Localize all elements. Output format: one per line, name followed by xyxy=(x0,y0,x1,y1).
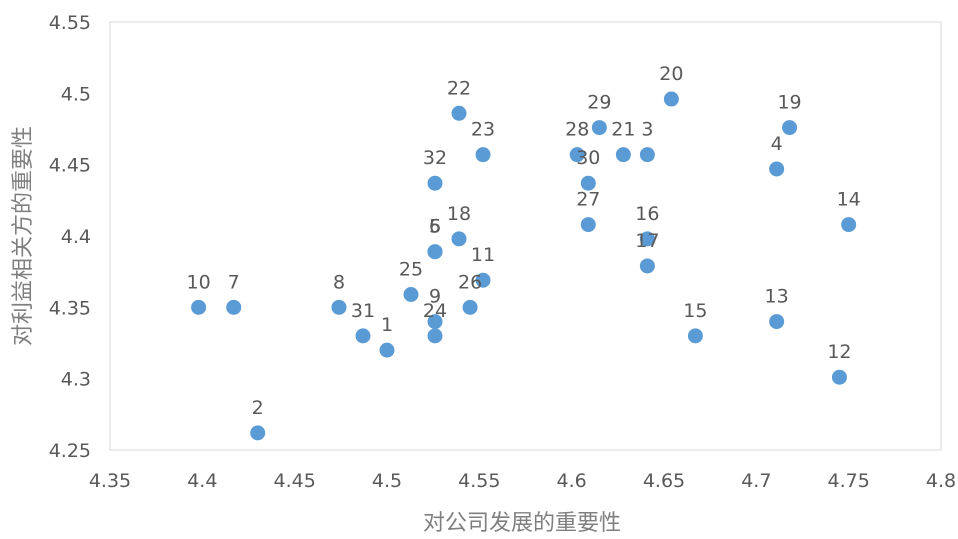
data-point-label: 30 xyxy=(576,147,600,169)
plot-area xyxy=(109,21,942,451)
data-point-label: 1 xyxy=(381,314,393,336)
data-point xyxy=(639,147,655,163)
data-point-label: 3 xyxy=(641,119,653,141)
data-point-label: 13 xyxy=(765,286,789,308)
data-point-label: 26 xyxy=(458,271,482,293)
y-axis-ticks: 4.25 4.3 4.35 4.4 4.45 4.5 4.55 xyxy=(49,12,91,462)
y-tick-label: 4.4 xyxy=(61,226,91,248)
data-point-label: 9 xyxy=(429,286,441,308)
data-point-label: 6 xyxy=(429,216,441,238)
data-point xyxy=(782,120,798,136)
data-point xyxy=(569,147,585,163)
data-point xyxy=(831,369,847,385)
y-tick-label: 4.45 xyxy=(49,155,91,177)
data-point xyxy=(427,328,443,344)
x-tick-label: 4.35 xyxy=(89,470,131,492)
data-point xyxy=(639,258,655,274)
data-point xyxy=(663,91,679,107)
data-point xyxy=(769,314,785,330)
y-tick-label: 4.25 xyxy=(49,440,91,462)
x-tick-label: 4.4 xyxy=(187,470,217,492)
data-point-label: 5 xyxy=(429,216,441,238)
data-point-label: 32 xyxy=(423,147,447,169)
y-tick-label: 4.35 xyxy=(49,297,91,319)
data-point-label: 11 xyxy=(471,244,495,266)
data-point-label: 7 xyxy=(228,271,240,293)
data-point xyxy=(475,272,491,288)
data-point xyxy=(615,147,631,163)
x-tick-label: 4.55 xyxy=(458,470,500,492)
data-point xyxy=(639,231,655,247)
data-point-label: 31 xyxy=(351,300,375,322)
data-point xyxy=(580,217,596,233)
data-point-label: 25 xyxy=(399,258,423,280)
data-point xyxy=(355,328,371,344)
data-point xyxy=(769,161,785,177)
data-point xyxy=(475,147,491,163)
data-point xyxy=(226,299,242,315)
y-tick-label: 4.55 xyxy=(49,12,91,34)
data-point xyxy=(462,299,478,315)
data-point xyxy=(191,299,207,315)
data-point xyxy=(379,342,395,358)
data-point xyxy=(250,425,266,441)
data-point-label: 29 xyxy=(587,92,611,114)
y-tick-label: 4.3 xyxy=(61,369,91,391)
data-points xyxy=(191,91,857,441)
data-point-label: 20 xyxy=(659,63,683,85)
x-axis-title: 对公司发展的重要性 xyxy=(423,511,621,536)
data-point-label: 18 xyxy=(447,203,471,225)
data-point-label: 16 xyxy=(635,203,659,225)
x-tick-label: 4.7 xyxy=(741,470,771,492)
data-point-label: 14 xyxy=(837,189,861,211)
x-tick-label: 4.65 xyxy=(643,470,685,492)
data-point xyxy=(591,120,607,136)
data-point-label: 21 xyxy=(611,119,635,141)
data-point xyxy=(427,175,443,191)
data-point-label: 17 xyxy=(635,230,659,252)
data-point-label: 22 xyxy=(447,77,471,99)
data-point-label: 19 xyxy=(777,92,801,114)
x-tick-label: 4.45 xyxy=(274,470,316,492)
data-point xyxy=(451,231,467,247)
data-point-label: 28 xyxy=(565,119,589,141)
data-point xyxy=(687,328,703,344)
data-point-label: 4 xyxy=(771,133,783,155)
x-tick-label: 4.6 xyxy=(557,470,587,492)
data-point xyxy=(427,314,443,330)
x-tick-label: 4.5 xyxy=(372,470,402,492)
data-point-label: 27 xyxy=(576,189,600,211)
data-point-label: 15 xyxy=(683,300,707,322)
x-tick-label: 4.75 xyxy=(828,470,870,492)
data-point xyxy=(841,217,857,233)
x-axis-ticks: 4.35 4.4 4.45 4.5 4.55 4.6 4.65 4.7 4.75 4.8 xyxy=(89,470,956,492)
data-point xyxy=(403,286,419,302)
y-axis-title: 对利益相关方的重要性 xyxy=(11,126,36,346)
data-point-label: 2 xyxy=(252,397,264,419)
data-point-label: 23 xyxy=(471,119,495,141)
y-tick-label: 4.5 xyxy=(61,83,91,105)
data-point xyxy=(427,244,443,260)
data-point-label: 12 xyxy=(827,341,851,363)
data-point xyxy=(580,175,596,191)
x-tick-label: 4.8 xyxy=(926,470,956,492)
data-point xyxy=(331,299,347,315)
data-point-label: 24 xyxy=(423,300,447,322)
data-point-label: 8 xyxy=(333,271,345,293)
data-point-label: 10 xyxy=(187,271,211,293)
data-point xyxy=(451,105,467,121)
